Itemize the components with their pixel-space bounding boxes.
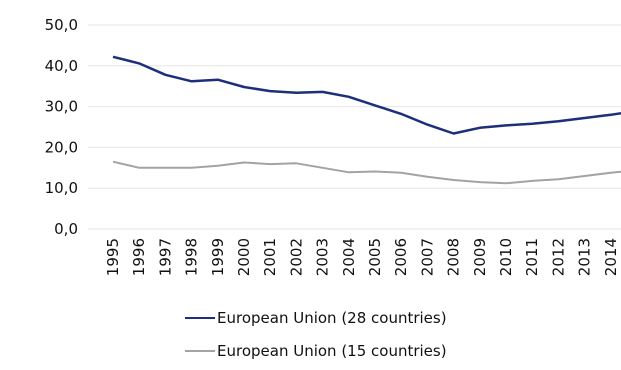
x-tick-label: 2011: [523, 238, 541, 276]
x-tick-label: 2000: [235, 238, 253, 276]
y-tick-label: 0,0: [54, 220, 78, 238]
legend-label-eu15: European Union (15 countries): [217, 342, 447, 360]
x-tick-label: 2002: [287, 238, 305, 276]
legend-swatch-eu15: [185, 350, 215, 352]
legend-item-eu15: European Union (15 countries): [185, 342, 447, 360]
x-tick-label: 2012: [549, 238, 567, 276]
x-tick-label: 1995: [104, 238, 122, 276]
legend-label-eu28: European Union (28 countries): [217, 309, 447, 327]
x-tick-label: 1999: [209, 238, 227, 276]
y-tick-label: 30,0: [45, 98, 78, 116]
legend-swatch-eu28: [185, 317, 215, 319]
x-tick-label: 1996: [130, 238, 148, 276]
x-tick-label: 2008: [445, 238, 463, 276]
grid-lines: [88, 24, 621, 230]
y-tick-label: 50,0: [45, 16, 78, 34]
x-tick-label: 2009: [471, 238, 489, 276]
x-tick-label: 2010: [497, 238, 515, 276]
x-tick-label: 2003: [314, 238, 332, 276]
x-tick-label: 2006: [392, 238, 410, 276]
x-tick-label: 2005: [366, 238, 384, 276]
x-tick-label: 2014: [602, 238, 620, 276]
x-tick-label: 2013: [576, 238, 594, 276]
x-tick-label: 2001: [261, 238, 279, 276]
legend-item-eu28: European Union (28 countries): [185, 309, 447, 327]
line-chart: 0,0 10,0 20,0 30,0 40,0 50,0 1995 1996 1997 1998…: [45, 16, 621, 276]
x-tick-label: 1997: [156, 238, 174, 276]
y-tick-label: 40,0: [45, 57, 78, 75]
series-lines: [112, 55, 621, 185]
y-axis-tick-labels: 0,0 10,0 20,0 30,0 40,0 50,0: [45, 16, 78, 238]
series-line-eu15: [112, 160, 621, 185]
y-tick-label: 10,0: [45, 179, 78, 197]
series-line-eu28: [112, 55, 621, 135]
x-tick-label: 2007: [418, 238, 436, 276]
x-axis-tick-labels: 1995 1996 1997 1998 1999 2000 2001 2002 2003 2004…: [104, 238, 620, 276]
x-tick-label: 1998: [183, 238, 201, 276]
x-tick-label: 2004: [340, 238, 358, 276]
y-tick-label: 20,0: [45, 138, 78, 156]
